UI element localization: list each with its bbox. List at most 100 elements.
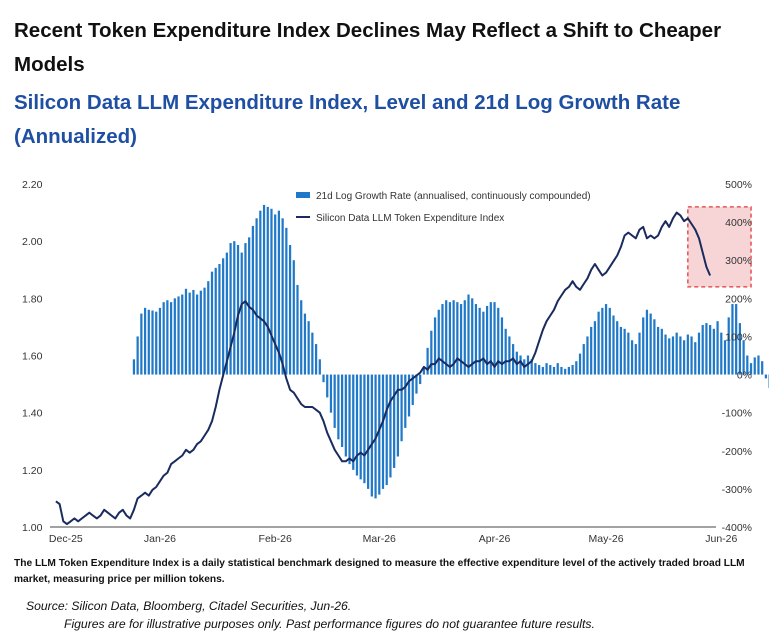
growth-bar	[177, 296, 180, 375]
growth-bar	[255, 218, 258, 375]
chart: 1.00 1.20 1.40 1.60 1.80 2.00 2.20 -400% -300% -2…	[22, 179, 769, 545]
growth-bar	[169, 302, 173, 375]
growth-bar	[262, 204, 266, 375]
growth-bar	[582, 344, 585, 375]
y-left-tick-label: 1.20	[22, 465, 43, 477]
growth-bar	[136, 336, 139, 375]
growth-bar	[575, 361, 578, 375]
growth-bar	[459, 304, 463, 375]
growth-bar	[645, 309, 649, 375]
growth-bar	[638, 332, 641, 375]
growth-bar	[181, 294, 184, 375]
growth-bar	[318, 359, 321, 375]
y-left-tick-label: 1.80	[22, 293, 43, 305]
growth-bar	[415, 374, 418, 394]
growth-bar	[731, 304, 734, 375]
growth-bar	[701, 325, 704, 375]
y-right-tick-label: -200%	[722, 446, 752, 458]
growth-bar	[192, 289, 195, 375]
y-right-tick-label: 200%	[725, 293, 752, 305]
y-left-tick-label: 2.00	[22, 236, 43, 248]
growth-bar	[664, 334, 667, 375]
growth-bar	[560, 366, 563, 375]
growth-bar	[322, 374, 325, 383]
growth-bar	[140, 313, 143, 375]
growth-bar	[207, 281, 210, 375]
growth-bar	[474, 304, 478, 375]
growth-bar	[162, 302, 165, 375]
growth-bar	[735, 304, 738, 375]
growth-bar	[404, 374, 407, 428]
growth-bar	[359, 374, 362, 480]
y-right-tick-label: -400%	[722, 522, 752, 534]
growth-bar	[545, 363, 548, 375]
growth-bar	[355, 374, 359, 476]
growth-bar	[326, 374, 329, 398]
disclaimer-text: Figures are for illustrative purposes on…	[64, 617, 595, 631]
growth-bar	[604, 304, 608, 375]
growth-bar	[203, 287, 206, 375]
growth-bar	[467, 294, 470, 375]
growth-bar	[482, 311, 485, 375]
growth-bar	[709, 325, 712, 375]
growth-bar	[396, 374, 399, 457]
growth-bar	[556, 363, 559, 375]
growth-bar	[173, 298, 176, 375]
growth-bar	[132, 359, 136, 375]
growth-bar	[218, 264, 221, 375]
growth-bar	[363, 374, 366, 484]
growth-bar	[567, 366, 570, 375]
growth-bar	[155, 311, 158, 375]
growth-bar	[214, 267, 217, 375]
growth-bar	[411, 374, 414, 406]
growth-bar	[578, 353, 582, 375]
growth-bar	[210, 271, 214, 375]
growth-bar	[679, 336, 682, 375]
growth-bar	[608, 307, 611, 375]
growth-bar	[448, 302, 452, 375]
growth-bar	[694, 342, 697, 375]
growth-bar	[251, 225, 255, 375]
growth-bar	[158, 307, 162, 375]
growth-bar	[761, 361, 764, 375]
growth-bar	[541, 366, 544, 375]
y-left-tick-label: 2.20	[22, 179, 43, 191]
growth-bar	[329, 374, 333, 413]
growth-bar	[653, 319, 656, 375]
growth-bar	[612, 315, 615, 375]
growth-bar	[426, 347, 429, 375]
index-line	[55, 211, 712, 526]
growth-bar	[344, 374, 347, 457]
growth-bar	[393, 374, 396, 468]
growth-bar	[151, 310, 154, 375]
x-tick-label: Jun-26	[705, 533, 737, 545]
growth-bar	[497, 307, 500, 375]
growth-bar	[452, 300, 455, 375]
y-right-tick-label: -300%	[722, 484, 752, 496]
growth-bar	[586, 336, 589, 375]
growth-bar	[463, 300, 466, 375]
growth-bar	[616, 321, 619, 375]
growth-bar	[530, 359, 533, 375]
growth-bar	[240, 252, 243, 375]
growth-bar	[303, 313, 307, 375]
growth-bar	[244, 243, 247, 375]
growth-bar	[456, 302, 459, 375]
growth-bar	[229, 243, 232, 375]
x-tick-label: Apr-26	[479, 533, 511, 545]
growth-bar	[143, 307, 147, 375]
growth-bar	[538, 365, 541, 375]
growth-bar	[433, 317, 437, 375]
x-tick-label: May-26	[589, 533, 624, 545]
growth-bar	[184, 288, 188, 375]
growth-bar	[419, 374, 422, 385]
growth-bar	[623, 328, 626, 375]
growth-bar	[534, 363, 537, 375]
growth-bar	[225, 252, 228, 375]
growth-bar	[671, 336, 675, 375]
x-tick-label: Mar-26	[363, 533, 396, 545]
growth-bar	[270, 208, 273, 375]
growth-bar	[314, 344, 318, 375]
growth-bar	[571, 365, 574, 375]
growth-bar	[422, 366, 426, 375]
